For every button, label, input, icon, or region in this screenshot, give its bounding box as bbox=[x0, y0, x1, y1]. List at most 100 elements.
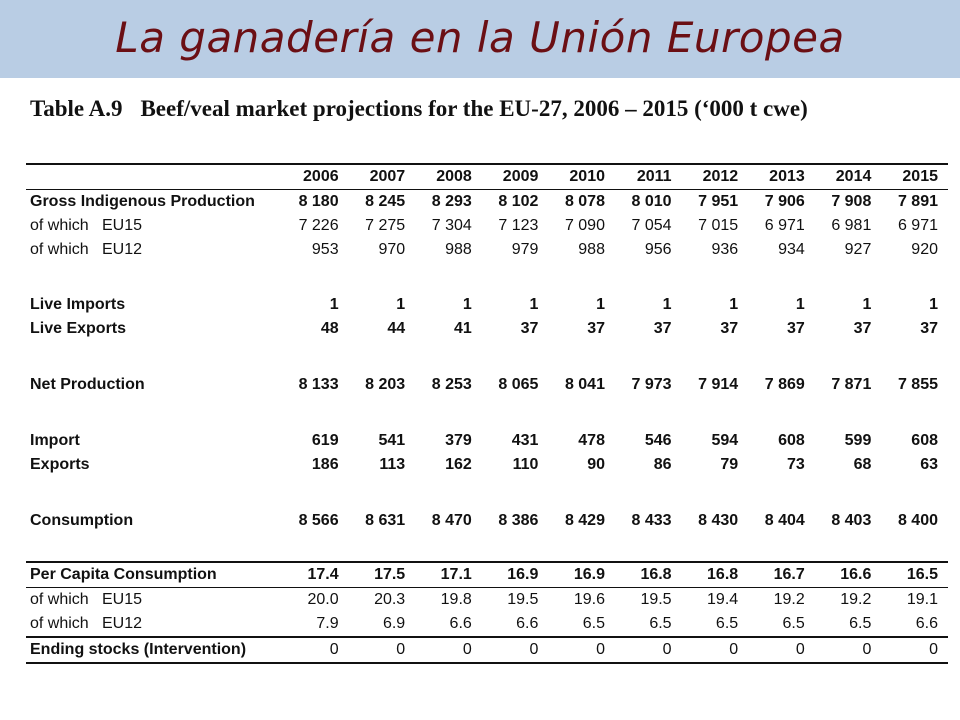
year-header: 2009 bbox=[481, 163, 549, 190]
value-cell: 1 bbox=[662, 296, 672, 313]
value-cell: 0 bbox=[348, 636, 416, 664]
value-cell: 8 470 bbox=[431, 512, 472, 529]
value-cell: 970 bbox=[378, 241, 406, 258]
spacer-row bbox=[26, 341, 948, 373]
row-per-capita-eu15: of which EU15 20.0 20.3 19.8 19.5 19.6 19.5 19.… bbox=[26, 587, 948, 612]
value-cell: 37 bbox=[720, 320, 739, 337]
value-cell: 37 bbox=[587, 320, 605, 337]
value-cell: 0 bbox=[814, 636, 882, 664]
value-cell: 16.5 bbox=[881, 561, 948, 588]
value-cell: 17.5 bbox=[348, 561, 416, 588]
value-cell: 20.3 bbox=[348, 587, 416, 612]
value-cell: 8 566 bbox=[298, 512, 339, 529]
value-cell: 1 bbox=[396, 296, 406, 313]
value-cell: 19.1 bbox=[881, 587, 948, 612]
value-cell: 431 bbox=[511, 432, 539, 449]
value-cell: 6.5 bbox=[649, 615, 672, 632]
header-corner bbox=[26, 163, 283, 190]
value-cell: 8 404 bbox=[764, 512, 805, 529]
row-consumption: Consumption 8 566 8 631 8 470 8 386 8 429 8 4… bbox=[26, 509, 948, 533]
value-cell: 6.5 bbox=[715, 615, 739, 632]
row-label: Live Exports bbox=[30, 320, 127, 337]
value-cell: 6.6 bbox=[516, 615, 539, 632]
value-cell: 6.9 bbox=[382, 615, 406, 632]
value-cell: 608 bbox=[778, 432, 805, 449]
value-cell: 19.2 bbox=[748, 587, 815, 612]
header-row: 2006 2007 2008 2009 2010 2011 2012 2013 … bbox=[26, 163, 948, 190]
year-header: 2006 bbox=[282, 163, 349, 190]
value-cell: 7 226 bbox=[298, 217, 339, 234]
value-cell: 988 bbox=[578, 241, 605, 258]
value-cell: 19.2 bbox=[814, 587, 882, 612]
value-cell: 546 bbox=[644, 432, 672, 449]
value-cell: 6.5 bbox=[582, 615, 605, 632]
row-per-capita-consumption: Per Capita Consumption 17.4 17.5 17.1 16.9 1… bbox=[26, 561, 948, 588]
year-header: 2008 bbox=[415, 163, 482, 190]
row-label: Ending stocks (Intervention) bbox=[26, 636, 283, 664]
value-cell: 7 869 bbox=[764, 376, 805, 393]
value-cell: 8 631 bbox=[365, 512, 406, 529]
row-label: Import bbox=[30, 432, 80, 449]
value-cell: 0 bbox=[548, 636, 615, 664]
value-cell: 0 bbox=[614, 636, 682, 664]
year-header: 2007 bbox=[348, 163, 416, 190]
value-cell: 37 bbox=[786, 320, 805, 337]
row-label: Live Imports bbox=[30, 296, 126, 313]
value-cell: 6.5 bbox=[782, 615, 805, 632]
value-cell: 7 906 bbox=[764, 193, 805, 210]
value-cell: 936 bbox=[711, 241, 739, 258]
table-caption: Table A.9 Beef/veal market projections fo… bbox=[30, 96, 808, 122]
row-label-prefix: of which bbox=[30, 615, 89, 632]
value-cell: 953 bbox=[311, 241, 339, 258]
year-header: 2012 bbox=[681, 163, 749, 190]
value-cell: 7 304 bbox=[431, 217, 472, 234]
row-gross-eu12: of which EU12 953 970 988 979 988 956 936 934 927… bbox=[26, 238, 948, 262]
value-cell: 0 bbox=[415, 636, 482, 664]
value-cell: 478 bbox=[578, 432, 605, 449]
value-cell: 599 bbox=[844, 432, 872, 449]
value-cell: 1 bbox=[596, 296, 605, 313]
value-cell: 8 133 bbox=[298, 376, 339, 393]
value-cell: 110 bbox=[512, 456, 539, 473]
value-cell: 44 bbox=[387, 320, 406, 337]
value-cell: 0 bbox=[481, 636, 549, 664]
row-net-production: Net Production 8 133 8 203 8 253 8 065 8 041… bbox=[26, 373, 948, 397]
value-cell: 37 bbox=[653, 320, 672, 337]
value-cell: 37 bbox=[920, 320, 938, 337]
value-cell: 8 245 bbox=[365, 193, 406, 210]
value-cell: 6 981 bbox=[831, 217, 872, 234]
value-cell: 16.7 bbox=[748, 561, 815, 588]
value-cell: 920 bbox=[911, 241, 938, 258]
row-label: Net Production bbox=[30, 376, 145, 393]
year-header: 2013 bbox=[748, 163, 815, 190]
row-per-capita-eu12: of which EU12 7.9 6.9 6.6 6.6 6.5 6.5 6.5 6.5 6.5… bbox=[26, 612, 948, 637]
row-live-imports: Live Imports 1 1 1 1 1 1 1 1 1 1 bbox=[26, 293, 948, 317]
row-label: Exports bbox=[30, 456, 90, 473]
value-cell: 7 914 bbox=[698, 376, 739, 393]
value-cell: 8 180 bbox=[298, 193, 339, 210]
value-cell: 16.9 bbox=[548, 561, 615, 588]
value-cell: 8 203 bbox=[365, 376, 406, 393]
value-cell: 113 bbox=[379, 456, 406, 473]
value-cell: 7 090 bbox=[564, 217, 605, 234]
value-cell: 16.8 bbox=[614, 561, 682, 588]
value-cell: 19.5 bbox=[481, 587, 549, 612]
value-cell: 0 bbox=[748, 636, 815, 664]
row-label-prefix: of which bbox=[30, 241, 89, 258]
value-cell: 8 041 bbox=[564, 376, 605, 393]
value-cell: 7 891 bbox=[897, 193, 938, 210]
row-gross-indigenous-production: Gross Indigenous Production 8 180 8 245 8 … bbox=[26, 190, 948, 215]
value-cell: 927 bbox=[844, 241, 872, 258]
value-cell: 7 908 bbox=[831, 193, 872, 210]
value-cell: 1 bbox=[862, 296, 872, 313]
value-cell: 541 bbox=[378, 432, 406, 449]
row-label: of which EU12 bbox=[26, 612, 282, 637]
row-label: of which EU15 bbox=[26, 587, 283, 612]
value-cell: 7.9 bbox=[316, 615, 339, 632]
value-cell: 19.5 bbox=[614, 587, 682, 612]
value-cell: 48 bbox=[320, 320, 339, 337]
value-cell: 619 bbox=[311, 432, 339, 449]
value-cell: 8 010 bbox=[631, 193, 672, 210]
value-cell: 0 bbox=[282, 636, 349, 664]
value-cell: 79 bbox=[720, 456, 739, 473]
